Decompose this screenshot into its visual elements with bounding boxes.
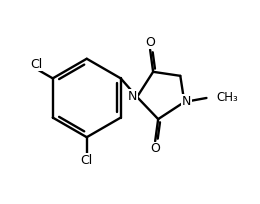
Text: N: N (182, 95, 191, 108)
Text: O: O (150, 142, 160, 155)
Text: Cl: Cl (81, 154, 93, 167)
Text: Cl: Cl (30, 58, 42, 71)
Text: O: O (145, 35, 155, 49)
Text: N: N (128, 90, 137, 103)
Text: CH₃: CH₃ (216, 91, 238, 104)
